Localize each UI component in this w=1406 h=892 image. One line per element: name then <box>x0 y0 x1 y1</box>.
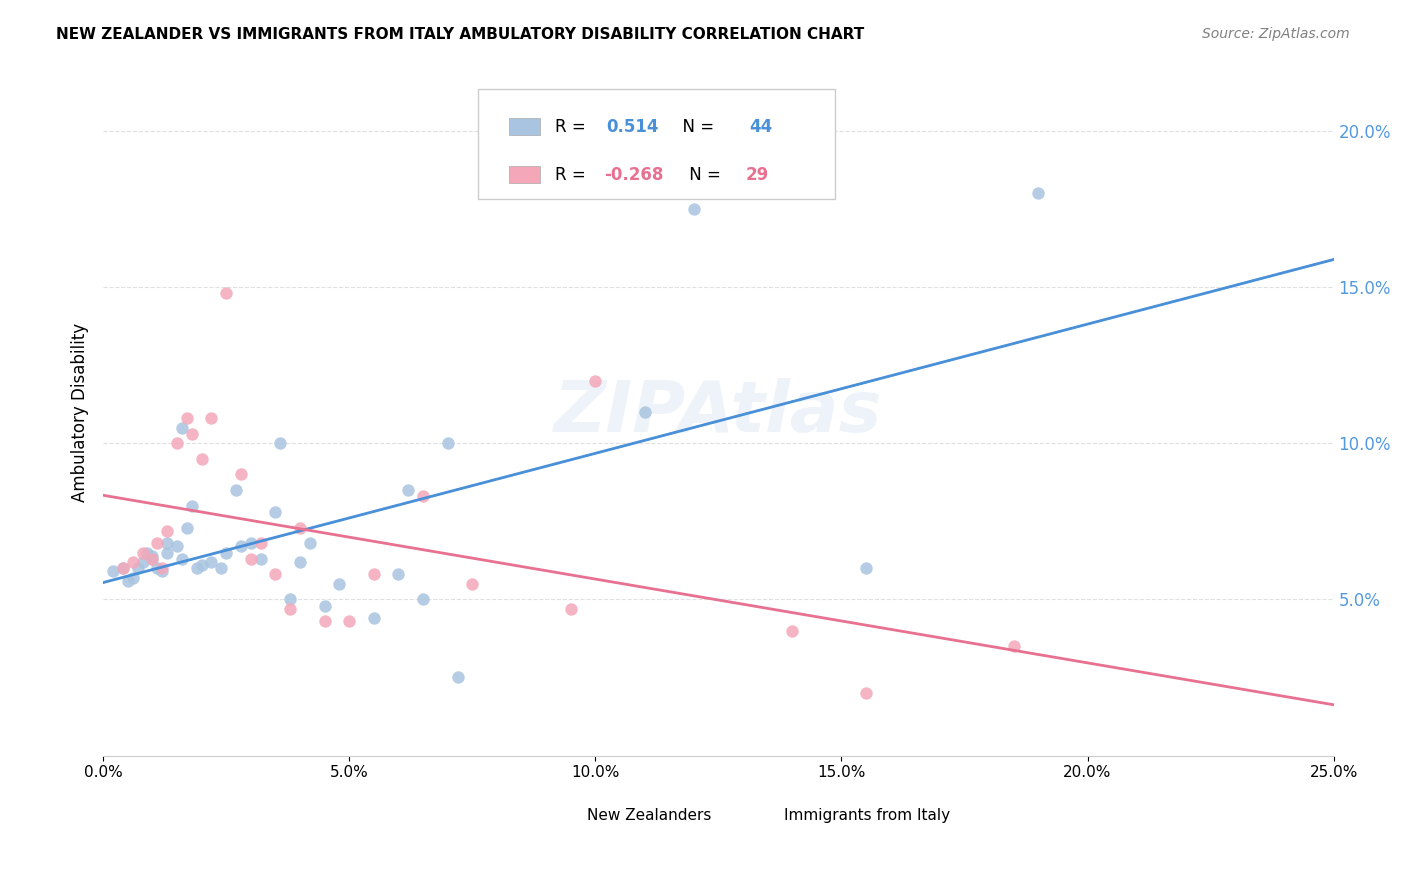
Point <box>170 420 193 434</box>
Text: NEW ZEALANDER VS IMMIGRANTS FROM ITALY AMBULATORY DISABILITY CORRELATION CHART: NEW ZEALANDER VS IMMIGRANTS FROM ITALY A… <box>56 27 865 42</box>
Point <box>1002 639 1025 653</box>
Point <box>150 564 173 578</box>
Point <box>412 592 434 607</box>
Point <box>225 483 247 497</box>
Point <box>141 551 163 566</box>
Text: Source: ZipAtlas.com: Source: ZipAtlas.com <box>1202 27 1350 41</box>
Point <box>249 551 271 566</box>
Point <box>314 614 336 628</box>
Point <box>278 592 301 607</box>
Point <box>249 536 271 550</box>
FancyBboxPatch shape <box>509 166 540 183</box>
Point <box>136 545 159 559</box>
Text: Immigrants from Italy: Immigrants from Italy <box>783 808 949 823</box>
Text: 29: 29 <box>745 166 769 184</box>
Point <box>363 611 385 625</box>
Point <box>141 549 163 563</box>
Point <box>146 536 169 550</box>
Text: R =: R = <box>555 118 596 136</box>
Text: New Zealanders: New Zealanders <box>586 808 711 823</box>
Point <box>337 614 360 628</box>
Point <box>436 436 458 450</box>
Point <box>101 564 124 578</box>
Point <box>633 405 655 419</box>
Point <box>412 489 434 503</box>
Point <box>446 670 468 684</box>
Point <box>583 374 606 388</box>
Point <box>150 561 173 575</box>
Point <box>239 551 262 566</box>
Point <box>131 545 153 559</box>
Text: N =: N = <box>683 166 725 184</box>
Point <box>180 426 202 441</box>
Point <box>156 536 179 550</box>
FancyBboxPatch shape <box>509 118 540 135</box>
Point <box>156 545 179 559</box>
Point <box>190 558 212 572</box>
Text: 0.514: 0.514 <box>606 118 659 136</box>
Point <box>278 601 301 615</box>
Text: R =: R = <box>555 166 591 184</box>
Point <box>121 570 143 584</box>
Point <box>560 601 582 615</box>
Point <box>264 505 287 519</box>
Point <box>239 536 262 550</box>
Point <box>146 561 169 575</box>
Point <box>298 536 321 550</box>
Point <box>190 451 212 466</box>
Point <box>141 551 163 566</box>
Point <box>180 499 202 513</box>
Y-axis label: Ambulatory Disability: Ambulatory Disability <box>72 323 89 501</box>
Point <box>855 686 877 700</box>
Text: ZIPAtlas: ZIPAtlas <box>554 377 883 447</box>
Point <box>166 539 188 553</box>
FancyBboxPatch shape <box>546 807 576 824</box>
Point <box>111 561 134 575</box>
Point <box>855 561 877 575</box>
Point <box>215 545 238 559</box>
Point <box>170 551 193 566</box>
Text: N =: N = <box>672 118 718 136</box>
Text: -0.268: -0.268 <box>605 166 664 184</box>
Point <box>264 567 287 582</box>
Point <box>269 436 291 450</box>
FancyBboxPatch shape <box>478 89 835 199</box>
Point <box>127 561 149 575</box>
Point <box>1026 186 1049 201</box>
Point <box>363 567 385 582</box>
Point <box>229 539 252 553</box>
Point <box>176 411 198 425</box>
Point <box>121 555 143 569</box>
Text: 44: 44 <box>749 118 772 136</box>
Point <box>111 561 134 575</box>
Point <box>682 202 704 216</box>
Point <box>117 574 139 588</box>
Point <box>176 520 198 534</box>
FancyBboxPatch shape <box>742 807 773 824</box>
Point <box>200 555 222 569</box>
Point <box>396 483 419 497</box>
Point <box>288 520 311 534</box>
Point <box>288 555 311 569</box>
Point <box>166 436 188 450</box>
Point <box>209 561 232 575</box>
Point <box>131 555 153 569</box>
Point <box>215 286 238 301</box>
Point <box>461 576 484 591</box>
Point <box>314 599 336 613</box>
Point <box>156 524 179 538</box>
Point <box>387 567 409 582</box>
Point <box>229 467 252 482</box>
Point <box>186 561 208 575</box>
Point <box>780 624 803 638</box>
Point <box>328 576 350 591</box>
Point <box>200 411 222 425</box>
